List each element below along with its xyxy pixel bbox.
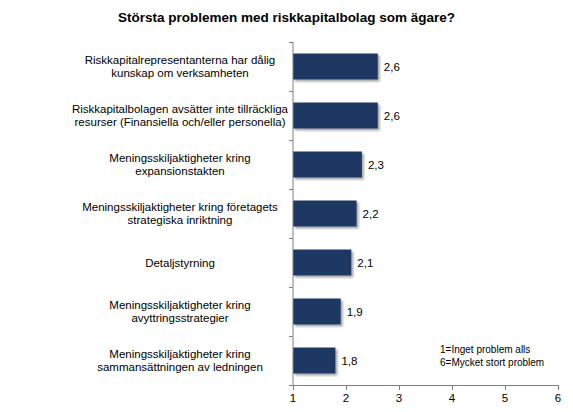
bars — [293, 54, 378, 374]
category-label: Riskkapitalrepresentanterna har dåligkun… — [85, 54, 276, 80]
category-label: Riskkapitalbolagen avsätter inte tillräc… — [72, 103, 289, 129]
bar — [293, 152, 362, 178]
x-tick — [293, 385, 294, 390]
bar — [293, 201, 357, 227]
y-tick — [289, 336, 293, 337]
y-axis-line — [293, 42, 294, 385]
x-tick — [399, 385, 400, 390]
x-tick — [505, 385, 506, 390]
bar — [293, 54, 378, 80]
category-label: Meningsskiljaktigheter kringexpansionsta… — [109, 152, 250, 178]
x-tick-label: 3 — [396, 392, 402, 404]
x-tick-label: 4 — [449, 392, 456, 404]
bar — [293, 299, 341, 325]
chart-title: Största problemen med riskkapitalbolag s… — [118, 10, 455, 25]
y-tick — [289, 91, 293, 92]
y-tick — [289, 287, 293, 288]
data-label: 1,9 — [347, 306, 363, 318]
annotation: 1=Inget problem alls — [440, 344, 530, 355]
x-tick — [346, 385, 347, 390]
y-tick — [289, 140, 293, 141]
y-tick — [289, 42, 293, 43]
data-label: 2,3 — [368, 159, 384, 171]
x-tick — [558, 385, 559, 390]
x-axis-line — [293, 385, 558, 386]
data-label: 1,8 — [341, 355, 357, 367]
y-tick — [289, 385, 293, 386]
category-label: Meningsskiljaktigheter kringavyttringsst… — [109, 299, 250, 325]
x-tick-label: 6 — [555, 392, 561, 404]
bar — [293, 348, 335, 374]
x-tick-label: 2 — [343, 392, 349, 404]
chart-svg: Största problemen med riskkapitalbolag s… — [0, 0, 573, 412]
category-label: Meningsskiljaktigheter kring företagetss… — [82, 201, 278, 227]
y-tick — [289, 238, 293, 239]
x-tick-label: 1 — [290, 392, 296, 404]
data-label: 2,6 — [384, 110, 400, 122]
chart-container: Största problemen med riskkapitalbolag s… — [0, 0, 573, 412]
data-label: 2,1 — [357, 257, 373, 269]
category-label: Detaljstyrning — [145, 257, 215, 269]
x-tick-label: 5 — [502, 392, 508, 404]
bar — [293, 250, 351, 276]
annotation: 6=Mycket stort problem — [440, 357, 544, 368]
bar — [293, 103, 378, 129]
y-tick — [289, 189, 293, 190]
data-label: 2,2 — [363, 208, 379, 220]
data-label: 2,6 — [384, 61, 400, 73]
category-label: Meningsskiljaktigheter kringsammansättni… — [97, 348, 263, 374]
x-tick — [452, 385, 453, 390]
